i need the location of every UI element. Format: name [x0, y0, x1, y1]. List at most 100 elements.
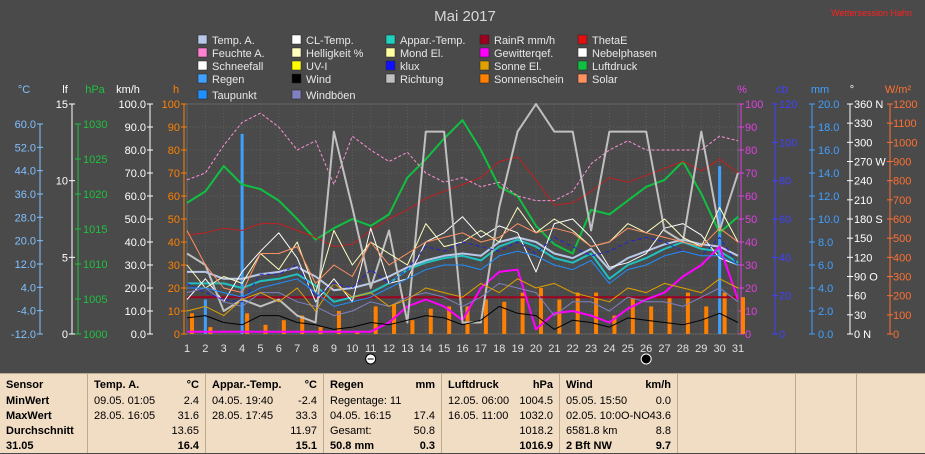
sonnenschein-bar	[318, 327, 323, 334]
legend-swatch-icon	[291, 89, 302, 100]
summary-wind-value: 43.6	[649, 410, 671, 422]
summary-wind-date: 6581.8 km	[566, 425, 618, 437]
legend-swatch-icon	[479, 60, 490, 71]
sonnenschein-bar	[281, 320, 286, 334]
legend-label: Gewitterqef.	[494, 48, 553, 60]
mm-tick-label: 6.0	[818, 260, 833, 272]
legend-label: Windböen	[306, 90, 356, 102]
legend-swatch-icon	[577, 34, 588, 45]
summary-temp-value: 16.4	[177, 440, 199, 452]
series-line-sonne-el-	[186, 278, 739, 317]
temp-tick-label: 28.0	[15, 212, 36, 224]
x-tick-label: 15	[438, 343, 450, 355]
deg-tick-label: 30	[854, 310, 866, 322]
sonnenschein-bar	[538, 288, 543, 334]
legend-swatch-icon	[479, 73, 490, 84]
legend-label: Feuchte A.	[212, 48, 265, 60]
mm-tick-label: 10.0	[818, 214, 839, 226]
summary-temp-value: 2.4	[183, 395, 199, 407]
mm-tick-label: 18.0	[818, 122, 839, 134]
summary-wind-date: 2 Bft NW	[566, 440, 612, 452]
summary-panel: Sensor MinWert MaxWert Durchschnitt 31.0…	[0, 373, 925, 453]
chart-title: Mai 2017	[434, 8, 496, 25]
deg-tick-label: 150	[854, 233, 872, 245]
summary-wind-value: 9.7	[655, 440, 671, 452]
mm-tick-label: 12.0	[818, 191, 839, 203]
kmh-tick-label: 30.0	[125, 260, 146, 272]
x-tick-label: 26	[640, 343, 652, 355]
temp-tick-label: 36.0	[15, 189, 36, 201]
sonnenschein-bar	[208, 327, 213, 334]
deg-tick-label: 330	[854, 118, 872, 130]
mm-tick-label: 2.0	[818, 306, 833, 318]
x-tick-label: 12	[383, 343, 395, 355]
summary-regen-date: 50.8 mm	[330, 440, 375, 452]
legend-swatch-icon	[197, 89, 208, 100]
sonnenschein-bar	[465, 306, 470, 334]
regen-bar	[718, 166, 722, 334]
summary-regen-title: Regen	[330, 379, 364, 391]
x-tick-label: 2	[202, 343, 208, 355]
temp-tick-label: 4.0	[21, 282, 36, 294]
kmh-unit-label: km/h	[116, 84, 140, 96]
wm2-tick-label: 100	[893, 310, 911, 322]
legend-swatch-icon	[291, 73, 302, 84]
deg-tick-label: 120	[854, 252, 872, 264]
legend-label: Regen	[212, 74, 244, 86]
pct-tick-label: 80	[745, 145, 757, 157]
x-tick-label: 20	[530, 343, 542, 355]
hpa-tick-label: 1015	[83, 224, 107, 236]
sonnenschein-bar	[630, 297, 635, 334]
summary-sensor-title: Sensor	[6, 379, 44, 391]
x-tick-label: 27	[658, 343, 670, 355]
hpa-tick-label: 1000	[83, 329, 107, 341]
h-tick-label: 30	[168, 260, 180, 272]
temp-tick-label: 52.0	[15, 142, 36, 154]
legend-label: UV-I	[306, 61, 327, 73]
h-tick-label: 80	[168, 145, 180, 157]
x-tick-label: 18	[493, 343, 505, 355]
summary-appar-unit: °C	[304, 379, 317, 391]
summary-appar-value: -2.4	[298, 395, 317, 407]
right-axes: 100908070605040302010012010080604020020.…	[737, 84, 917, 341]
summary-regen-value: 0.3	[419, 440, 435, 452]
kmh-tick-label: 0.0	[131, 329, 146, 341]
deg-tick-label: 0 N	[854, 329, 871, 341]
legend-swatch-icon	[291, 47, 302, 58]
pct-tick-label: 90	[745, 122, 757, 134]
h-tick-label: 40	[168, 237, 180, 249]
summary-empty-1	[678, 374, 796, 453]
pct-tick-label: 60	[745, 191, 757, 203]
series-line-feuchte-a-	[186, 112, 739, 202]
wm2-tick-label: 0	[893, 329, 899, 341]
cb-tick-label: 20	[779, 291, 791, 303]
cb-tick-label: 0	[779, 329, 785, 341]
kmh-tick-label: 50.0	[125, 214, 146, 226]
summary-temp-date: 09.05. 01:05	[94, 395, 156, 407]
legend-label: CL-Temp.	[306, 35, 354, 47]
summary-temp: Temp. A. °C 09.05. 01:05 2.4 28.05. 16:05 3…	[88, 374, 206, 453]
sonnenschein-bar	[594, 292, 599, 334]
hpa-tick-label: 1005	[83, 294, 107, 306]
deg-tick-label: 60	[854, 291, 866, 303]
summary-luftdruck-value: 1018.2	[519, 425, 553, 437]
x-tick-label: 24	[603, 343, 615, 355]
pct-unit-label: %	[737, 84, 747, 96]
pct-tick-label: 40	[745, 237, 757, 249]
legend: Temp. A. CL-Temp. Appar.-Temp. RainR mm/h Th…	[197, 34, 657, 102]
lf-tick-label: 15	[56, 99, 68, 111]
kmh-tick-label: 10.0	[125, 306, 146, 318]
h-unit-label: h	[173, 84, 179, 96]
legend-swatch-icon	[197, 34, 208, 45]
summary-regen-unit: mm	[415, 379, 435, 391]
regen-bar	[240, 133, 244, 334]
x-tick-label: 3	[221, 343, 227, 355]
h-tick-label: 100	[162, 99, 180, 111]
sonnenschein-bar	[575, 292, 580, 334]
x-axis: 1 2 3 4 5 6 7 8 9 10 11 12 13 14 15 16 17 18 19 20 21 22 23 24 2…	[184, 343, 744, 365]
series-line-klux	[186, 236, 739, 303]
legend-swatch-icon	[291, 34, 302, 45]
mm-unit-label: mm	[811, 84, 829, 96]
sonnenschein-bar	[300, 315, 305, 334]
